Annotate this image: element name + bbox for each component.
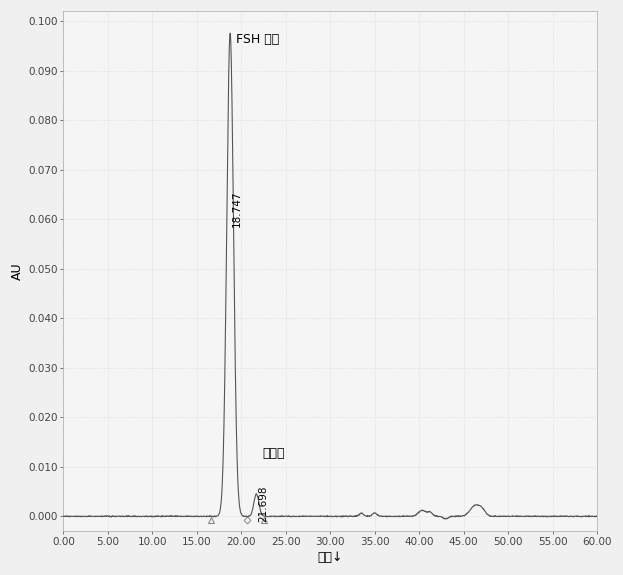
Y-axis label: AU: AU: [11, 262, 24, 280]
Text: 亚基峰: 亚基峰: [263, 447, 285, 460]
Text: 18.747: 18.747: [232, 191, 242, 228]
Text: FSH 主峰: FSH 主峰: [236, 33, 280, 47]
X-axis label: 分钟↓: 分钟↓: [318, 551, 343, 564]
Text: 21.698: 21.698: [258, 486, 268, 522]
